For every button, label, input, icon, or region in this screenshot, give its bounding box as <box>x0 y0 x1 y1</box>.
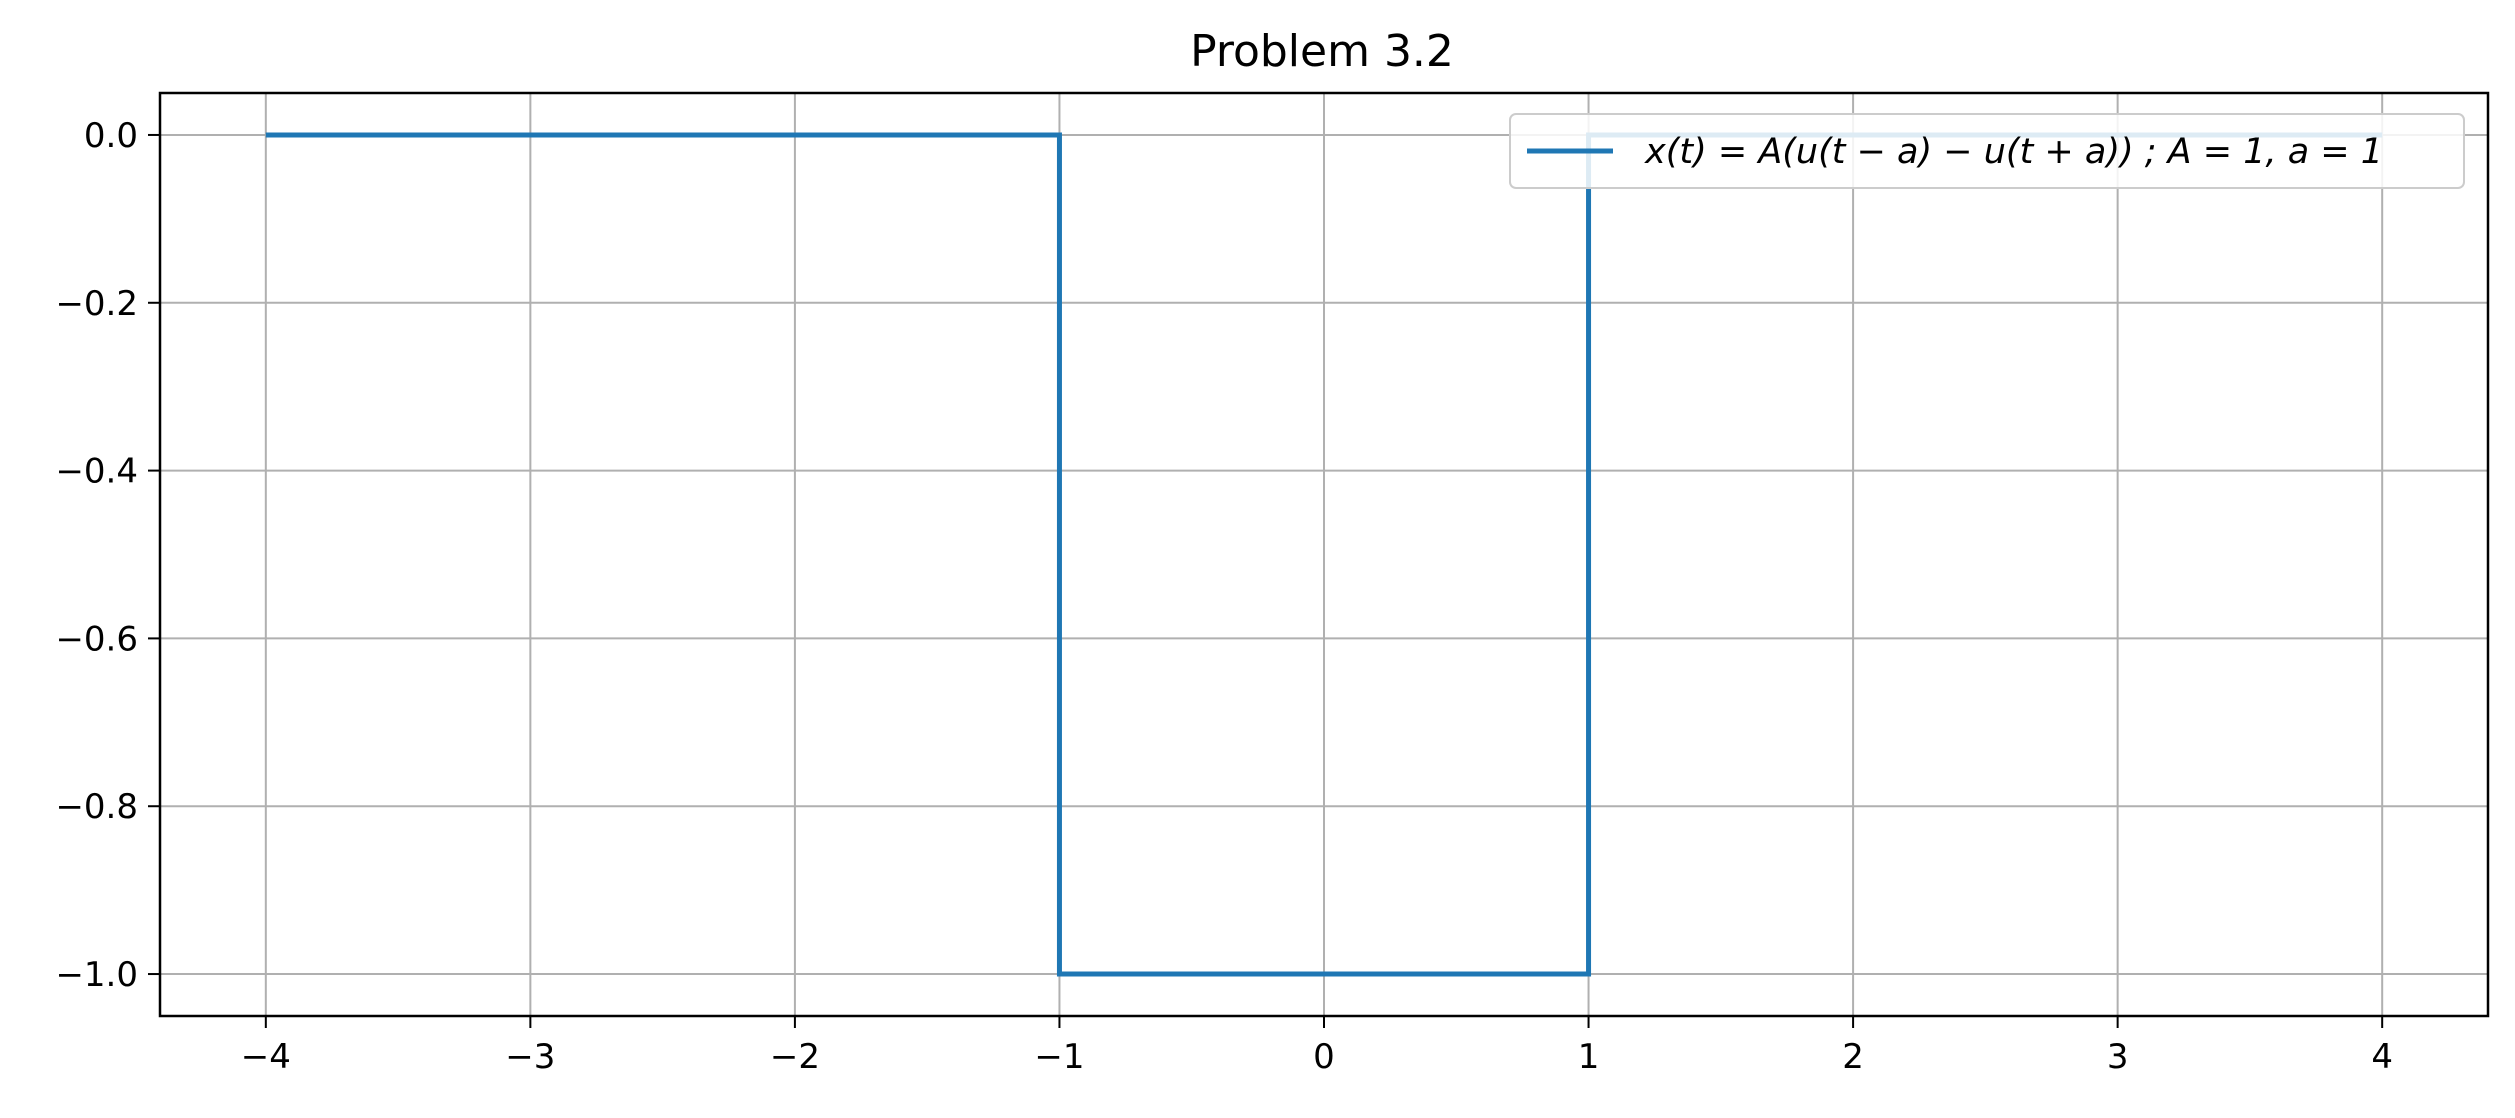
y-tick-label: −0.6 <box>55 619 138 659</box>
x-tick-label: 3 <box>2107 1037 2129 1077</box>
x-tick-label: −1 <box>1034 1037 1084 1077</box>
legend: x(t) = A(u(t − a) − u(t + a)) ; A = 1, a… <box>1509 113 2465 189</box>
grid <box>160 93 2488 1016</box>
x-tick-label: 1 <box>1578 1037 1600 1077</box>
x-tick-label: 4 <box>2371 1037 2393 1077</box>
chart-title: Problem 3.2 <box>1190 26 1454 77</box>
y-tick-label: −0.2 <box>55 284 138 324</box>
y-tick-label: −1.0 <box>55 955 138 995</box>
x-tick-label: −3 <box>505 1037 555 1077</box>
x-tick-label: −2 <box>770 1037 820 1077</box>
y-tick-label: 0.0 <box>84 116 138 156</box>
y-tick-label: −0.4 <box>55 452 138 492</box>
x-tick-label: 0 <box>1313 1037 1335 1077</box>
y-axis: 0.0 −0.2 −0.4 −0.6 −0.8 −1.0 <box>55 116 160 995</box>
legend-box <box>1509 113 2465 189</box>
legend-label: x(t) = A(u(t − a) − u(t + a)) ; A = 1, a… <box>1644 132 2383 172</box>
x-tick-label: 2 <box>1842 1037 1864 1077</box>
x-axis: −4 −3 −2 −1 0 1 2 3 4 <box>241 1016 2393 1077</box>
y-tick-label: −0.8 <box>55 787 138 827</box>
x-tick-label: −4 <box>241 1037 291 1077</box>
